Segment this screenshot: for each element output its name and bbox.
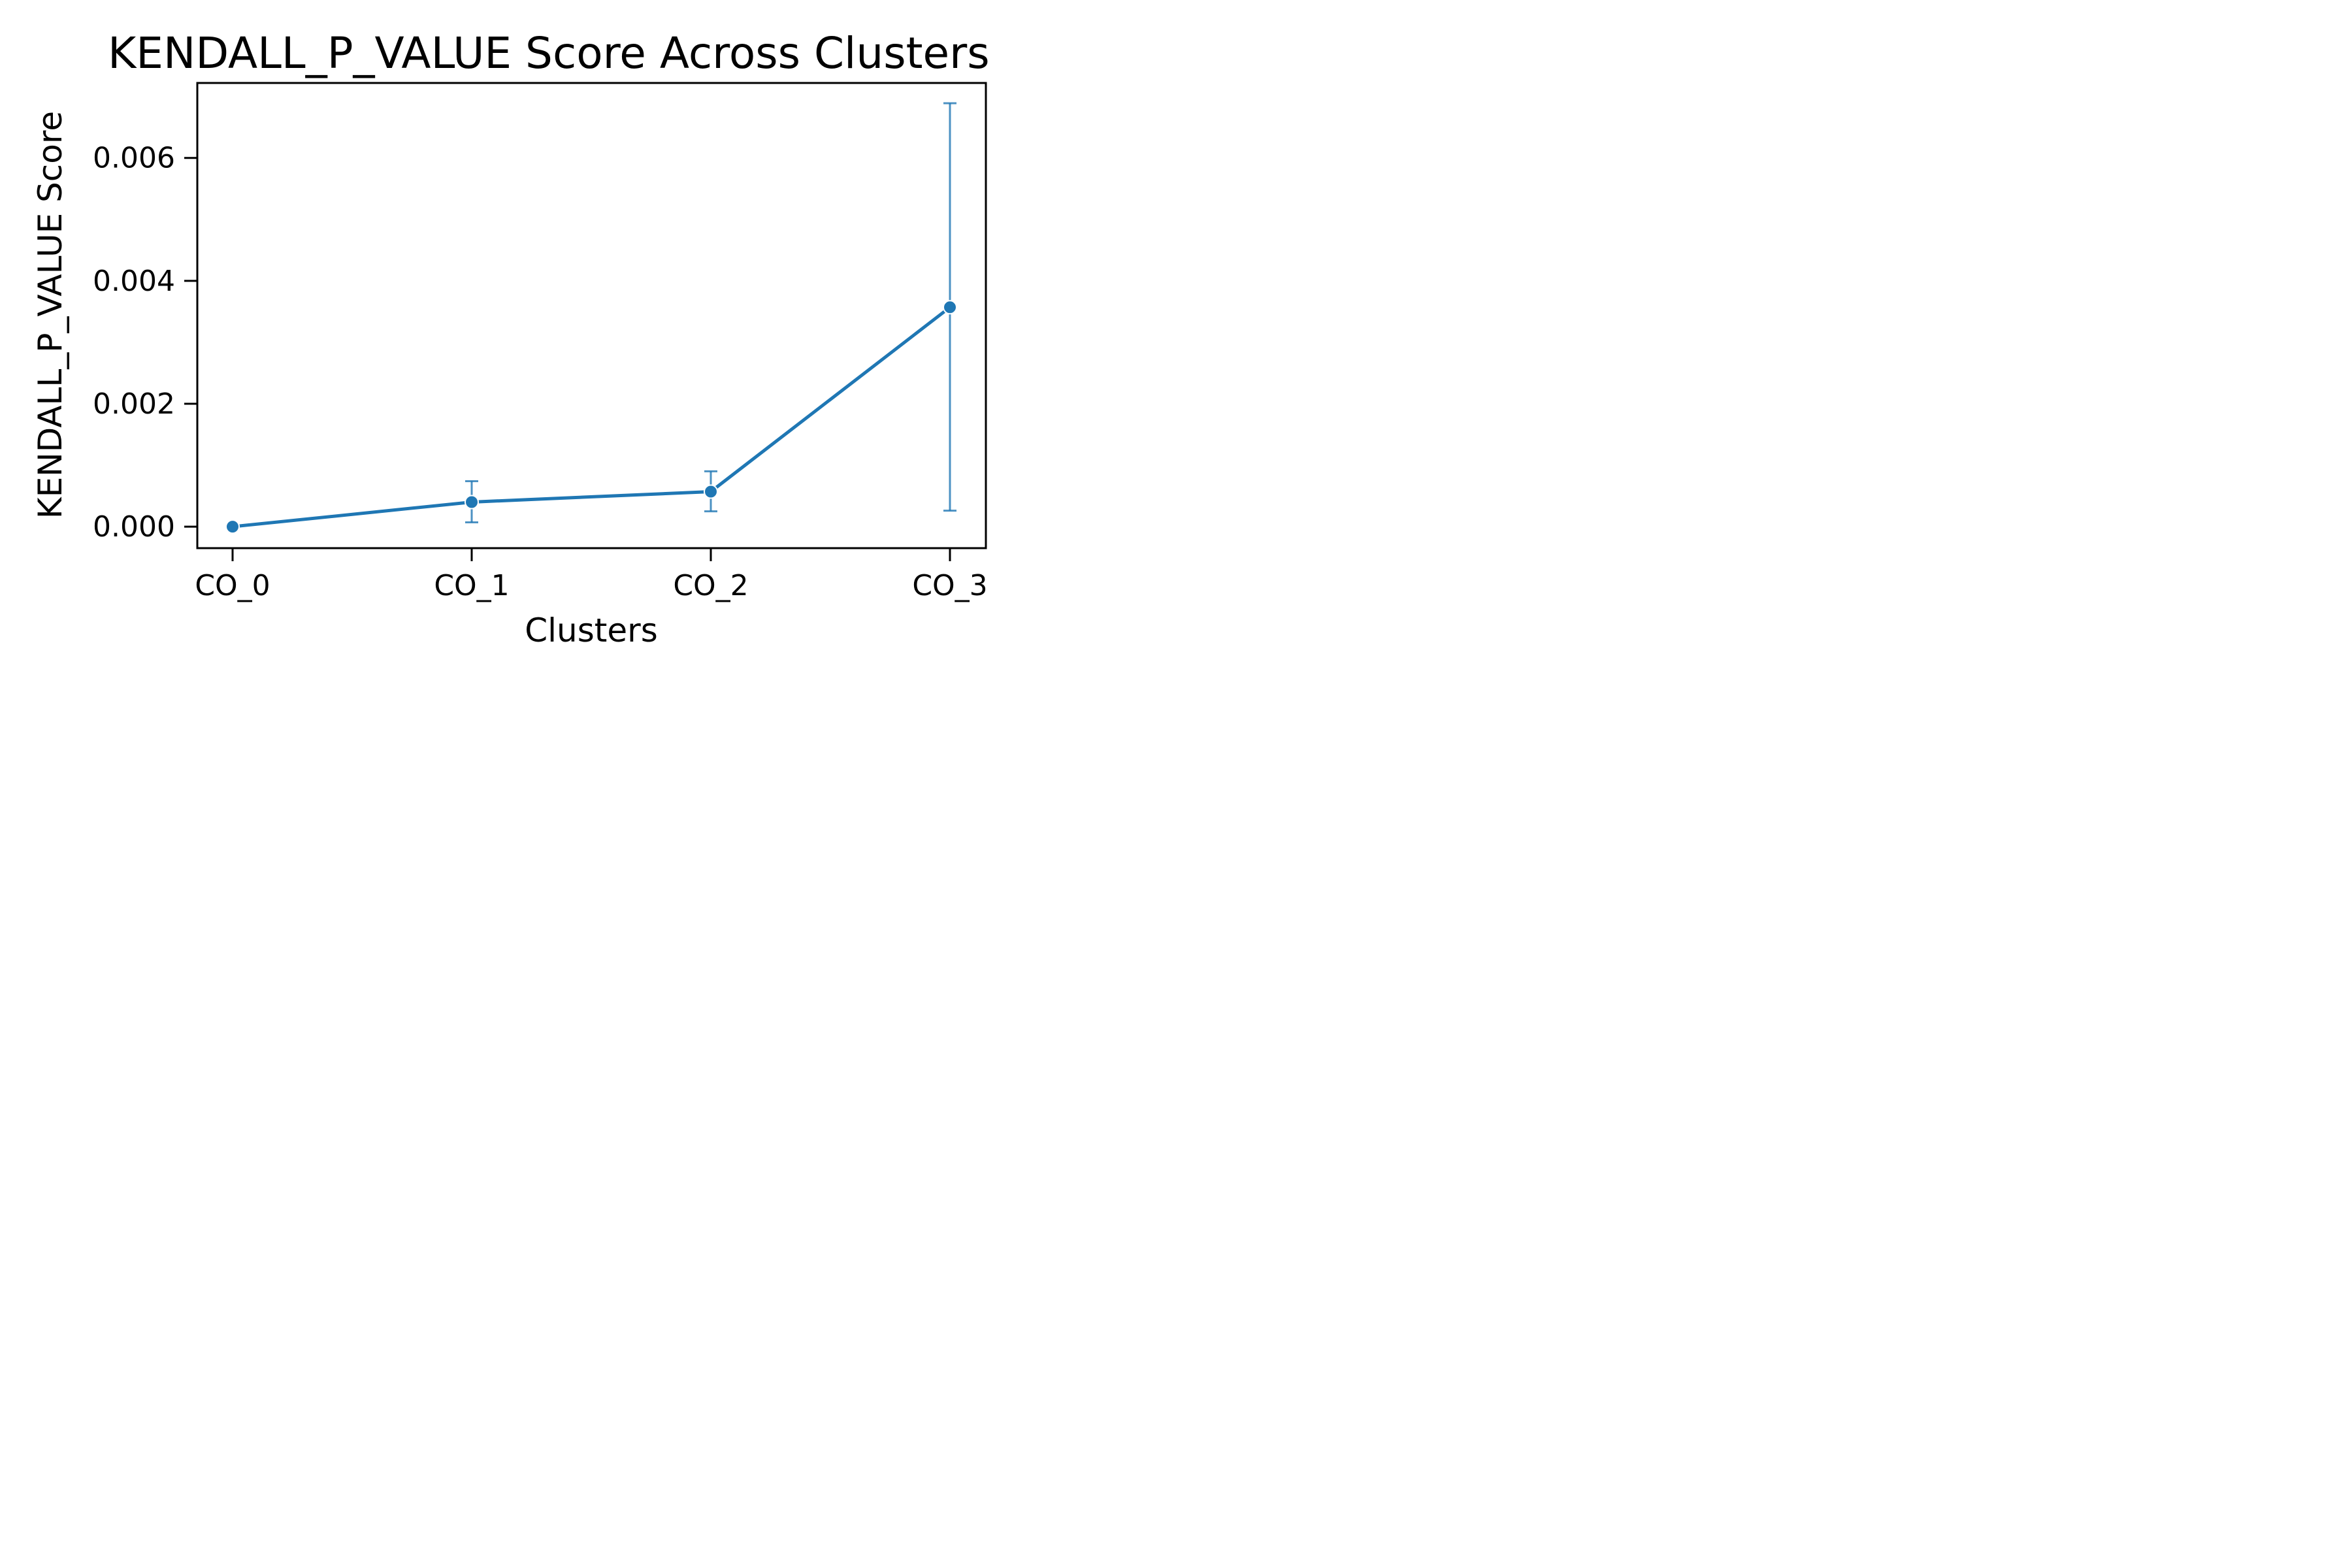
chart-title: KENDALL_P_VALUE Score Across Clusters [108, 28, 990, 78]
data-point [943, 300, 957, 315]
y-tick-label: 0.006 [93, 142, 175, 175]
y-tick-label: 0.004 [93, 265, 175, 298]
x-tick-label: CO_0 [195, 569, 270, 602]
x-axis-label: Clusters [525, 612, 658, 649]
x-tick-label: CO_3 [912, 569, 987, 602]
y-tick-label: 0.000 [93, 510, 175, 544]
y-axis-label: KENDALL_P_VALUE Score [31, 111, 69, 519]
data-point [704, 484, 718, 499]
data-point [465, 495, 479, 510]
chart: KENDALL_P_VALUE Score Across Clusters 0.… [31, 28, 990, 649]
plot-area: 0.000 0.002 0.004 0.006 CO_0 CO_1 CO_2 CO_3 [93, 82, 988, 602]
data-point [225, 519, 240, 534]
x-tick-label: CO_2 [673, 569, 748, 602]
x-tick-label: CO_1 [434, 569, 509, 602]
plot-frame [196, 82, 987, 549]
series-line [232, 306, 951, 529]
y-tick-label: 0.002 [93, 387, 175, 421]
